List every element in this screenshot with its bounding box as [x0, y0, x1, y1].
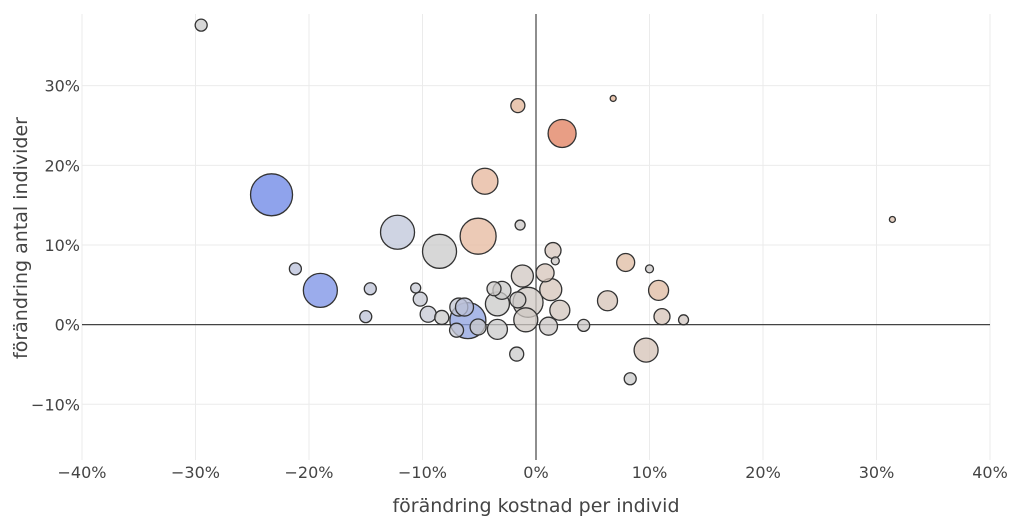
bubble-point	[510, 264, 535, 288]
bubble-point	[577, 318, 591, 333]
y-tick-label: 30%	[44, 77, 80, 96]
x-tick-label: −20%	[285, 463, 334, 482]
bubble-point	[888, 215, 897, 224]
bubble-point	[596, 290, 619, 312]
x-tick-label: 0%	[523, 463, 548, 482]
bubble-point	[359, 309, 373, 324]
bubble-point	[419, 305, 437, 323]
bubble-series	[194, 18, 897, 386]
bubble-point	[509, 346, 525, 362]
bubble-point	[459, 217, 497, 255]
bubble-point	[510, 97, 526, 114]
bubble-point	[544, 241, 562, 260]
x-tick-label: 40%	[972, 463, 1008, 482]
bubble-point	[471, 167, 499, 195]
bubble-point	[514, 219, 526, 231]
bubble-point	[469, 318, 487, 336]
bubble-point	[535, 263, 555, 283]
x-axis-title: förändring kostnad per individ	[392, 495, 679, 516]
x-tick-label: 30%	[859, 463, 895, 482]
bubble-point	[647, 279, 670, 302]
bubble-point	[550, 256, 560, 266]
bubble-point	[644, 264, 655, 274]
bubble-point	[653, 307, 671, 326]
bubble-point	[538, 316, 559, 336]
bubble-point	[486, 281, 502, 297]
y-tick-labels: −10% 0% 10% 20% 30%	[31, 77, 80, 415]
bubble-point	[454, 297, 475, 317]
bubble-point	[633, 337, 659, 363]
y-axis-title: förändring antal individer	[10, 117, 32, 359]
bubble-point	[379, 214, 416, 250]
y-tick-label: −10%	[31, 395, 80, 414]
x-tick-label: −30%	[171, 463, 220, 482]
x-tick-label: −10%	[398, 463, 447, 482]
bubble-point	[616, 252, 636, 273]
bubble-point	[249, 173, 294, 217]
bubble-point	[434, 309, 450, 326]
x-tick-label: 20%	[745, 463, 781, 482]
y-tick-label: 0%	[55, 316, 80, 335]
bubble-point	[410, 282, 422, 294]
bubble-point	[677, 314, 690, 326]
bubble-point	[421, 233, 458, 269]
bubble-point	[363, 282, 377, 296]
bubble-point	[194, 18, 208, 32]
bubble-point	[288, 262, 303, 276]
bubble-point	[623, 372, 637, 386]
zero-lines	[82, 14, 990, 460]
bubble-point	[302, 272, 339, 309]
bubble-point	[486, 318, 509, 341]
bubble-point	[509, 291, 527, 309]
bubble-point	[609, 94, 617, 103]
bubble-point	[549, 299, 571, 321]
x-tick-labels: −40% −30% −20% −10% 0% 10% 20% 30% 40%	[58, 463, 1008, 482]
bubble-point	[412, 291, 428, 307]
y-tick-label: 10%	[44, 236, 80, 255]
x-tick-label: 10%	[632, 463, 668, 482]
y-tick-label: 20%	[44, 156, 80, 175]
bubble-point	[547, 118, 577, 149]
bubble-point	[513, 307, 539, 333]
x-tick-label: −40%	[58, 463, 107, 482]
bubble-point	[448, 322, 465, 338]
